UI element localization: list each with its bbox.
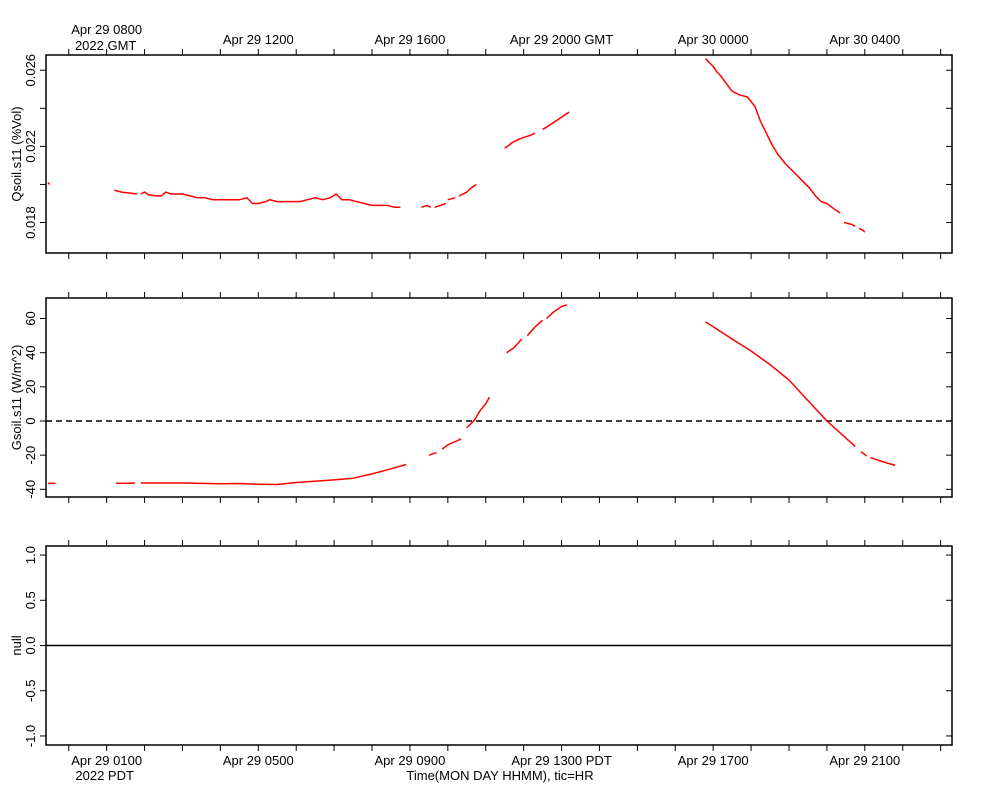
y-tick-label: -1.0 — [23, 725, 38, 747]
series-line-segment — [466, 396, 491, 429]
top-time-label: Apr 29 1600 — [374, 32, 445, 47]
top-time-label-year: 2022 GMT — [75, 38, 136, 53]
y-tick-label: 40 — [23, 345, 38, 359]
top-time-label: Apr 29 1200 — [223, 32, 294, 47]
bottom-time-label-year: 2022 PDT — [75, 768, 134, 783]
series-line-segment — [421, 204, 432, 209]
plot-frame — [45, 54, 953, 254]
y-tick-label: 0.0 — [23, 636, 38, 654]
series-line-segment — [705, 321, 856, 448]
plot-frame — [45, 297, 953, 498]
bottom-time-label: Apr 29 0900 — [374, 753, 445, 768]
series-line-segment — [860, 451, 868, 457]
series-line-segment — [458, 183, 477, 197]
y-tick-label: 0.018 — [23, 206, 38, 239]
y-tick-label: 60 — [23, 311, 38, 325]
series-line-segment — [843, 221, 856, 227]
y-tick-label: 0.022 — [23, 130, 38, 163]
top-time-label: Apr 30 0400 — [829, 32, 900, 47]
null-panel: -1.0 -0.5 0.0 0.5 1.0 null — [9, 540, 953, 751]
series-line-segment — [434, 202, 447, 209]
y-axis-label: Qsoil.s11 (%Vol) — [9, 106, 24, 201]
series-line-segment — [447, 197, 456, 201]
series-line-segment — [504, 132, 536, 149]
series-line-segment — [114, 189, 138, 195]
y-tick-label: 20 — [23, 380, 38, 394]
bottom-time-label: Apr 29 1300 PDT — [511, 753, 612, 768]
bottom-time-label: Apr 29 0500 — [223, 753, 294, 768]
y-tick-label: 0.026 — [23, 54, 38, 87]
y-tick-label: -40 — [23, 480, 38, 499]
series-line-segment — [140, 463, 407, 486]
series-line-segment — [140, 191, 401, 209]
x-axis-label: Time(MON DAY HHMM), tic=HR — [406, 768, 593, 783]
series-line-segment — [542, 111, 570, 130]
series-line-segment — [545, 304, 568, 320]
series-line-segment — [705, 58, 841, 214]
bottom-time-label: Apr 29 2100 — [829, 753, 900, 768]
bottom-time-label: Apr 29 0100 — [71, 753, 142, 768]
y-tick-label: -20 — [23, 446, 38, 465]
series-line-segment — [47, 182, 51, 186]
y-tick-label: 1.0 — [23, 546, 38, 564]
top-time-label: Apr 29 0800 — [71, 22, 142, 37]
y-tick-label: -0.5 — [23, 680, 38, 702]
series-line-segment — [870, 456, 896, 467]
series-line-segment — [441, 438, 462, 450]
y-tick-label: 0 — [23, 417, 38, 424]
top-time-label: Apr 29 2000 GMT — [510, 32, 613, 47]
y-axis-label: Gsoil.s11 (W/m^2) — [9, 345, 24, 451]
series-line-segment — [526, 319, 544, 337]
y-axis-label: null — [9, 635, 24, 655]
series-line-segment — [858, 227, 866, 233]
top-time-label: Apr 30 0000 — [678, 32, 749, 47]
series-line-segment — [428, 451, 437, 456]
bottom-time-label: Apr 29 1700 — [678, 753, 749, 768]
gsoil-panel: -40 -20 0 20 40 60 Gsoil.s11 (W/m^2) — [9, 292, 953, 503]
y-tick-label: 0.5 — [23, 591, 38, 609]
series-line-segment — [506, 338, 523, 354]
qsoil-panel: 0.018 0.022 0.026 Qsoil.s11 (%Vol) — [9, 49, 953, 259]
